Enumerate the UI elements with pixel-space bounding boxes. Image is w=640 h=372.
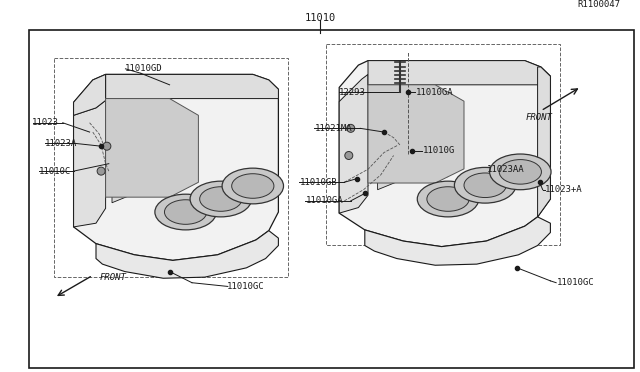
Polygon shape (378, 86, 410, 190)
Polygon shape (339, 61, 550, 247)
Text: 11023AA: 11023AA (486, 165, 524, 174)
Ellipse shape (499, 160, 541, 184)
Circle shape (345, 151, 353, 160)
Text: 11010GD: 11010GD (125, 64, 163, 73)
Text: 11010GB: 11010GB (300, 178, 337, 187)
Polygon shape (112, 100, 144, 203)
Ellipse shape (417, 181, 479, 217)
Text: 11010G: 11010G (422, 146, 454, 155)
Polygon shape (106, 99, 198, 197)
Ellipse shape (490, 154, 551, 190)
Polygon shape (106, 74, 278, 99)
Ellipse shape (164, 200, 207, 224)
Polygon shape (74, 74, 278, 260)
Polygon shape (368, 85, 464, 183)
Ellipse shape (454, 167, 516, 203)
Polygon shape (74, 74, 106, 115)
Text: 11023: 11023 (32, 118, 59, 127)
Text: R1100047: R1100047 (578, 0, 621, 9)
Text: 11010: 11010 (305, 13, 335, 23)
Polygon shape (144, 119, 182, 190)
Polygon shape (339, 74, 368, 213)
Text: FRONT: FRONT (526, 113, 553, 122)
Ellipse shape (464, 173, 506, 198)
Circle shape (347, 124, 355, 132)
Text: 11023+A: 11023+A (545, 185, 583, 194)
Polygon shape (365, 217, 550, 265)
Ellipse shape (222, 168, 284, 204)
Ellipse shape (232, 174, 274, 198)
Circle shape (97, 167, 105, 175)
Text: 11010C: 11010C (38, 167, 70, 176)
Text: 11010GA: 11010GA (306, 196, 344, 205)
Text: 11023A: 11023A (45, 139, 77, 148)
Polygon shape (410, 104, 448, 177)
Ellipse shape (200, 187, 242, 211)
Text: FRONT: FRONT (99, 273, 126, 282)
Polygon shape (538, 67, 550, 217)
Ellipse shape (190, 181, 252, 217)
Text: 12293: 12293 (339, 88, 366, 97)
Polygon shape (74, 100, 106, 227)
Polygon shape (96, 231, 278, 278)
Text: 11010GC: 11010GC (557, 278, 595, 287)
Text: 11010GC: 11010GC (227, 282, 265, 291)
Text: 11010GA: 11010GA (416, 88, 454, 97)
Circle shape (103, 142, 111, 150)
Ellipse shape (155, 194, 216, 230)
Polygon shape (368, 61, 550, 85)
Text: 11021MA: 11021MA (315, 124, 353, 133)
Ellipse shape (427, 187, 469, 211)
Bar (54, 58, 288, 277)
Bar (326, 44, 560, 245)
